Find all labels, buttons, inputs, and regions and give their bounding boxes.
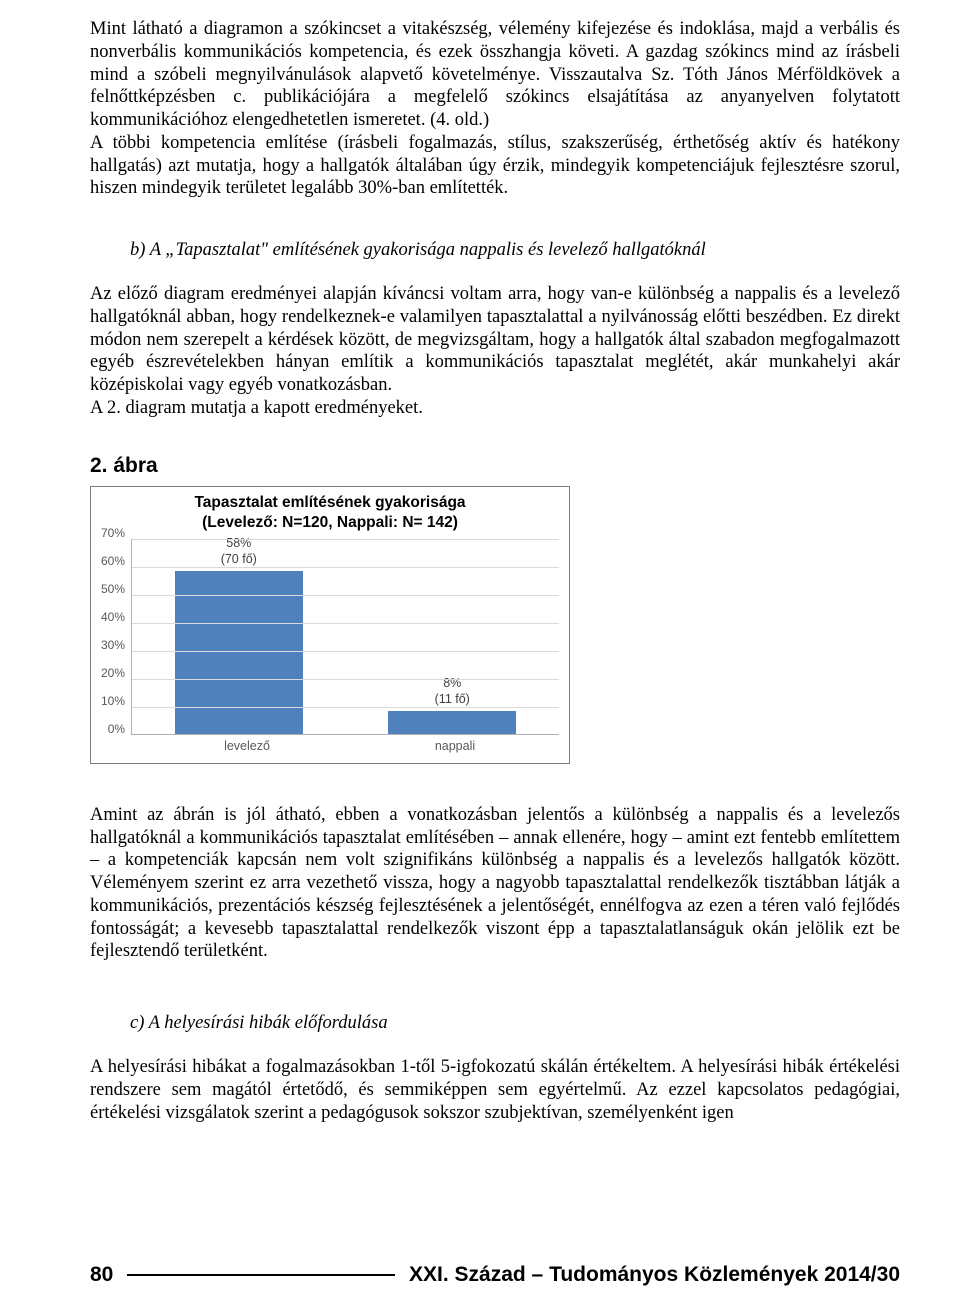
plot: 58%(70 fő) 8%(11 fő) — [131, 539, 559, 735]
figure-heading: 2. ábra — [90, 454, 900, 478]
paragraph-2: A többi kompetencia említése (írásbeli f… — [90, 132, 900, 200]
journal-title: XXI. Század – Tudományos Közlemények 201… — [409, 1263, 900, 1287]
chart-title: Tapasztalat említésének gyakorisága (Lev… — [101, 493, 559, 533]
paragraph-6: A helyesírási hibákat a fogalmazásokban … — [90, 1056, 900, 1124]
gridline — [132, 595, 559, 596]
section-heading-c: c) A helyesírási hibák előfordulása — [130, 1013, 900, 1034]
x-label: nappali — [351, 735, 559, 753]
bar-slot: 58%(70 fő) — [132, 539, 345, 734]
bar-value-label: 8%(11 fő) — [392, 676, 512, 707]
paragraph-1: Mint látható a diagramon a szókincset a … — [90, 18, 900, 132]
chart-title-line2: (Levelező: N=120, Nappali: N= 142) — [202, 514, 458, 531]
y-axis: 70%60%50%40%30%20%10%0% — [101, 539, 131, 735]
bar-slot: 8%(11 fő) — [346, 539, 559, 734]
paragraph-5: Amint az ábrán is jól átható, ebben a vo… — [90, 804, 900, 963]
gridline — [132, 679, 559, 680]
section-heading-b: b) A „Tapasztalat" említésének gyakorisá… — [130, 240, 900, 261]
gridline — [132, 539, 559, 540]
paragraph-4: A 2. diagram mutatja a kapott eredmények… — [90, 397, 900, 420]
gridline — [132, 651, 559, 652]
bar-value-label: 58%(70 fő) — [179, 536, 299, 567]
page-number: 80 — [90, 1263, 113, 1287]
plot-area: 70%60%50%40%30%20%10%0% 58%(70 fő) 8%(11 … — [101, 539, 559, 735]
footer-rule — [127, 1274, 395, 1276]
bars-group: 58%(70 fő) 8%(11 fő) — [132, 539, 559, 734]
gridline — [132, 623, 559, 624]
bar — [388, 711, 516, 733]
gridline — [132, 707, 559, 708]
bar-chart: Tapasztalat említésének gyakorisága (Lev… — [90, 486, 570, 764]
chart-title-line1: Tapasztalat említésének gyakorisága — [194, 494, 465, 511]
x-label: levelező — [143, 735, 351, 753]
x-axis: levelezőnappali — [143, 735, 559, 753]
paragraph-3: Az előző diagram eredményei alapján kívá… — [90, 283, 900, 397]
gridline — [132, 567, 559, 568]
page-footer: 80 XXI. Század – Tudományos Közlemények … — [90, 1263, 900, 1287]
